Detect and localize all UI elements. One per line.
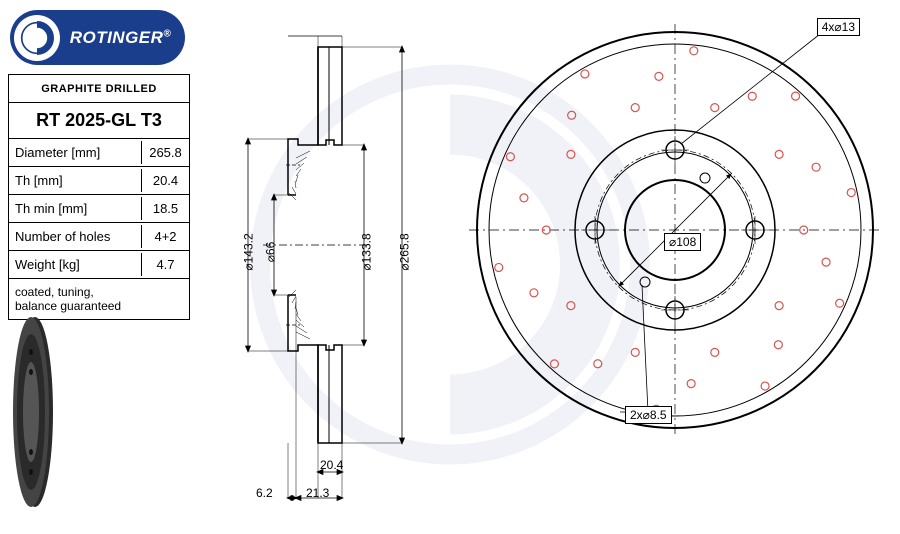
dim-d265_8: ⌀265.8 — [398, 233, 412, 270]
dim-d66: ⌀66 — [263, 242, 277, 263]
dim-2x8_5: 2x⌀8.5 — [625, 408, 672, 422]
spec-row: Th min [mm]18.5 — [9, 195, 189, 223]
brand-name: ROTINGER® — [60, 28, 181, 48]
spec-row: Weight [kg]4.7 — [9, 251, 189, 279]
spec-title: GRAPHITE DRILLED — [9, 75, 189, 103]
dim-6_2: 6.2 — [256, 486, 273, 500]
spec-row: Th [mm]20.4 — [9, 167, 189, 195]
dim-4x13: 4x⌀13 — [817, 20, 860, 34]
dim-21_3: 21.3 — [306, 486, 329, 500]
logo-icon — [14, 15, 60, 61]
spec-model: RT 2025-GL T3 — [9, 103, 189, 139]
spec-table: GRAPHITE DRILLED RT 2025-GL T3 Diameter … — [8, 74, 190, 320]
spec-row: Number of holes4+2 — [9, 223, 189, 251]
top-view-drawing: 4x⌀13 ⌀108 2x⌀8.5 — [460, 10, 890, 440]
disc-photo — [0, 310, 100, 514]
brand-logo: ROTINGER® — [10, 10, 185, 65]
dim-pcd: ⌀108 — [664, 235, 701, 249]
dim-d143: ⌀143.2 — [242, 233, 256, 270]
section-drawing: ⌀143.2 ⌀66 ⌀133.8 ⌀265.8 20.4 21.3 6.2 — [208, 20, 438, 510]
spec-row: Diameter [mm]265.8 — [9, 139, 189, 167]
dim-d133_8: ⌀133.8 — [360, 233, 374, 270]
dim-20_4: 20.4 — [320, 458, 343, 472]
